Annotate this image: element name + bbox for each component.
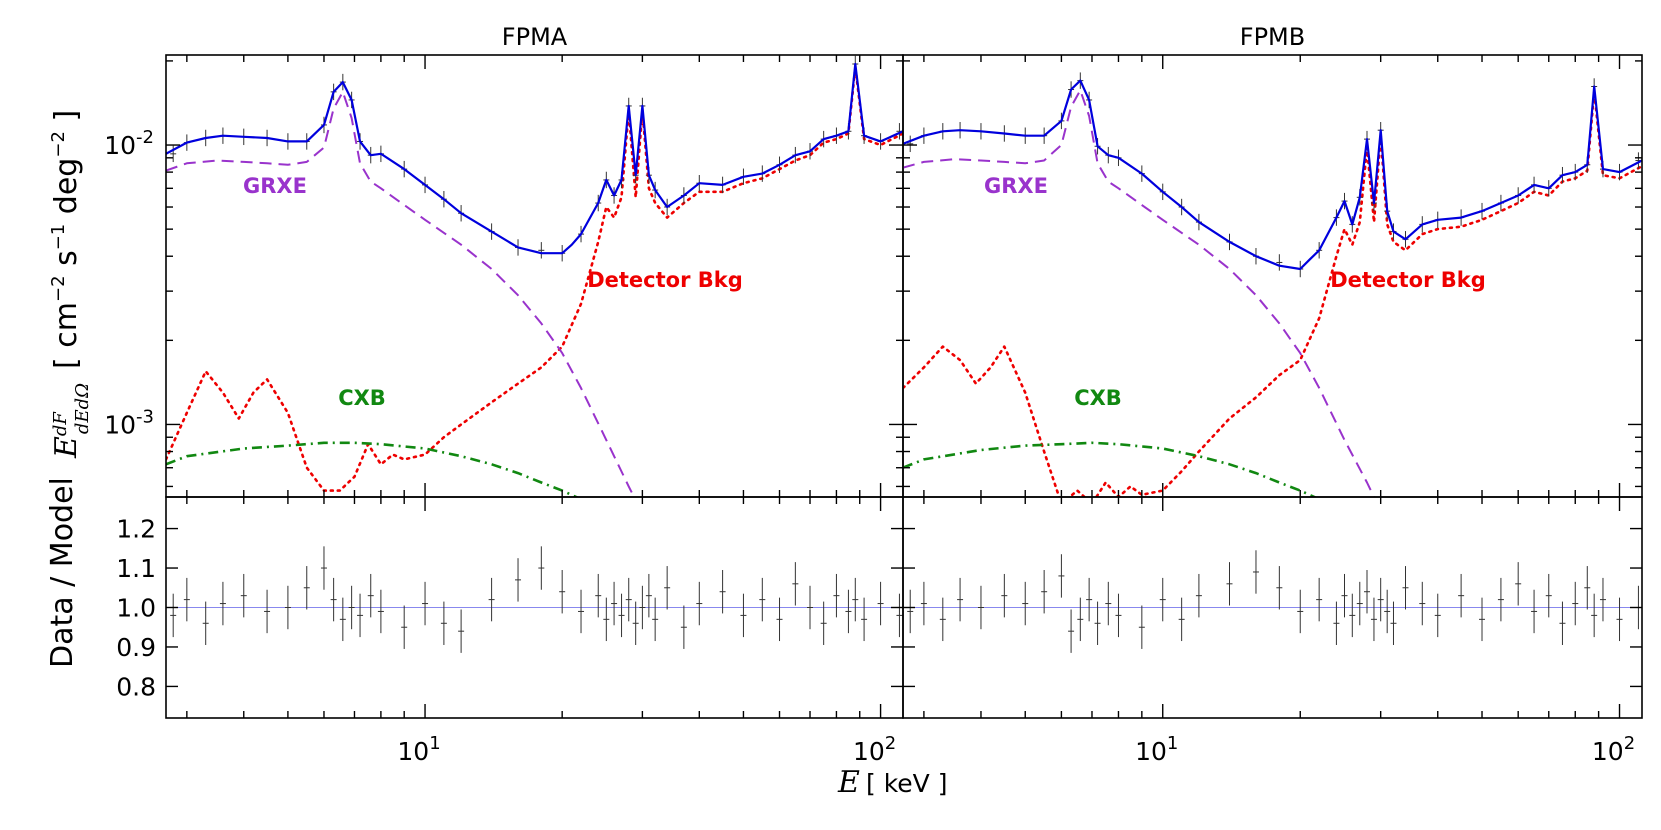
x-tick-label: 102 (853, 733, 896, 766)
series-grxe (903, 89, 1376, 497)
x-tick-label: 101 (1135, 733, 1178, 766)
y-tick-label: 10-3 (104, 406, 154, 439)
annotation-grxe: GRXE (243, 174, 307, 198)
spectrum-frame (165, 54, 904, 498)
ratio-y-tick-label: 1.0 (116, 594, 156, 623)
ratio-group (903, 550, 1642, 653)
xlabel-unit: [ keV ] (866, 769, 947, 798)
svg-text:EdFdEdΩ[ cm−2 s−1 deg−2 ]: EdFdEdΩ[ cm−2 s−1 deg−2 ] (48, 110, 93, 459)
annotation-cxb: CXB (338, 386, 386, 410)
ratio-y-tick-label: 1.1 (116, 554, 156, 583)
series-cxb (903, 441, 1318, 497)
xlabel-e: E (837, 765, 860, 800)
annotation-det: Detector Bkg (587, 268, 743, 292)
panel-fpmb: FPMB GRXE Detector Bkg CXB 101 102 (902, 23, 1643, 766)
xlabel: E [ keV ] (837, 765, 947, 800)
ratio-y-tick-label: 0.9 (116, 633, 156, 662)
ratio-y-tick-label: 1.2 (116, 515, 156, 544)
series-grxe (166, 90, 636, 497)
annotation-det: Detector Bkg (1330, 268, 1486, 292)
x-tick-label: 102 (1592, 733, 1635, 766)
spectrum-frame (902, 54, 1643, 498)
series-group (903, 72, 1642, 497)
series-detector-bkg (166, 65, 903, 492)
y-tick-label: 10-2 (104, 127, 154, 160)
ratio-y-tick-label: 0.8 (116, 672, 156, 701)
series-total-model (166, 62, 903, 255)
panel-title: FPMA (502, 23, 568, 51)
spectrum-ylabel: EdFdEdΩ[ cm−2 s−1 deg−2 ] (48, 110, 93, 459)
panel-title: FPMB (1240, 23, 1305, 51)
annotation-grxe: GRXE (984, 174, 1048, 198)
x-tick-label: 101 (397, 733, 440, 766)
series-total-model (903, 79, 1642, 271)
ratio-ylabel: Data / Model (45, 477, 80, 668)
series-detector-bkg (903, 89, 1642, 497)
series-cxb (166, 441, 580, 497)
panels-group: FPMA GRXE Detector Bkg CXB 101 102 10-2 10-3 0.8… (104, 23, 1643, 766)
series-data (170, 55, 903, 262)
ratio-group (166, 546, 903, 653)
series-group (166, 55, 903, 497)
panel-fpma: FPMA GRXE Detector Bkg CXB 101 102 10-2 10-3 0.8… (104, 23, 904, 766)
annotation-cxb: CXB (1074, 386, 1122, 410)
